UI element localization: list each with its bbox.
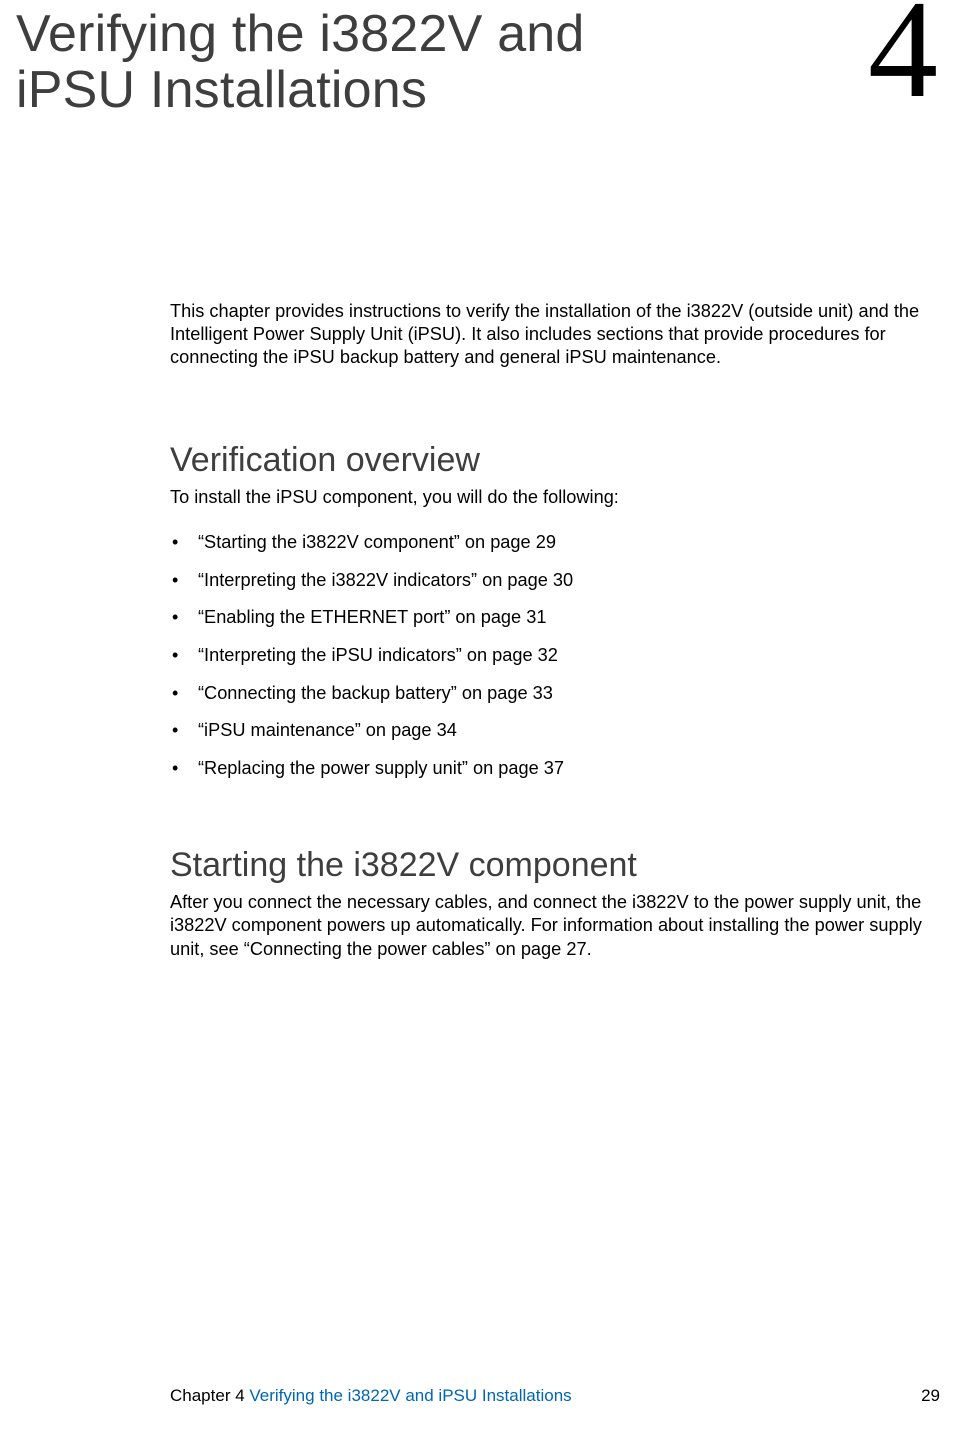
section-heading-starting: Starting the i3822V component <box>170 846 940 885</box>
list-item: “Enabling the ETHERNET port” on page 31 <box>170 599 940 637</box>
list-item-text: “Interpreting the iPSU indicators” on pa… <box>198 645 558 665</box>
list-item-text: “Connecting the backup battery” on page … <box>198 683 553 703</box>
page-container: Verifying the i3822V and iPSU Installati… <box>0 0 974 1430</box>
section-heading-verification-overview: Verification overview <box>170 441 940 480</box>
section-body: After you connect the necessary cables, … <box>170 891 940 962</box>
list-item: “Interpreting the i3822V indicators” on … <box>170 562 940 600</box>
section-starting-component: Starting the i3822V component After you … <box>170 846 940 962</box>
list-item-text: “Interpreting the i3822V indicators” on … <box>198 570 573 590</box>
footer-page-number: 29 <box>921 1386 940 1406</box>
chapter-title: Verifying the i3822V and iPSU Installati… <box>16 6 585 118</box>
list-item-text: “Enabling the ETHERNET port” on page 31 <box>198 607 546 627</box>
list-item-text: “Replacing the power supply unit” on pag… <box>198 758 564 778</box>
page-footer: Chapter 4 Verifying the i3822V and iPSU … <box>170 1386 940 1406</box>
footer-chapter-title: Verifying the i3822V and iPSU Installati… <box>249 1386 571 1405</box>
overview-list: “Starting the i3822V component” on page … <box>170 524 940 788</box>
body-content: This chapter provides instructions to ve… <box>170 300 940 976</box>
section-lead: To install the iPSU component, you will … <box>170 486 940 510</box>
list-item-text: “iPSU maintenance” on page 34 <box>198 720 457 740</box>
intro-paragraph: This chapter provides instructions to ve… <box>170 300 940 369</box>
chapter-title-line1: Verifying the i3822V and <box>16 5 585 63</box>
list-item: “Starting the i3822V component” on page … <box>170 524 940 562</box>
footer-chapter-label: Chapter 4 <box>170 1386 249 1405</box>
chapter-title-line2: iPSU Installations <box>16 61 427 119</box>
list-item: “Interpreting the iPSU indicators” on pa… <box>170 637 940 675</box>
chapter-number: 4 <box>868 0 938 120</box>
list-item-text: “Starting the i3822V component” on page … <box>198 532 556 552</box>
list-item: “Connecting the backup battery” on page … <box>170 675 940 713</box>
list-item: “iPSU maintenance” on page 34 <box>170 712 940 750</box>
list-item: “Replacing the power supply unit” on pag… <box>170 750 940 788</box>
